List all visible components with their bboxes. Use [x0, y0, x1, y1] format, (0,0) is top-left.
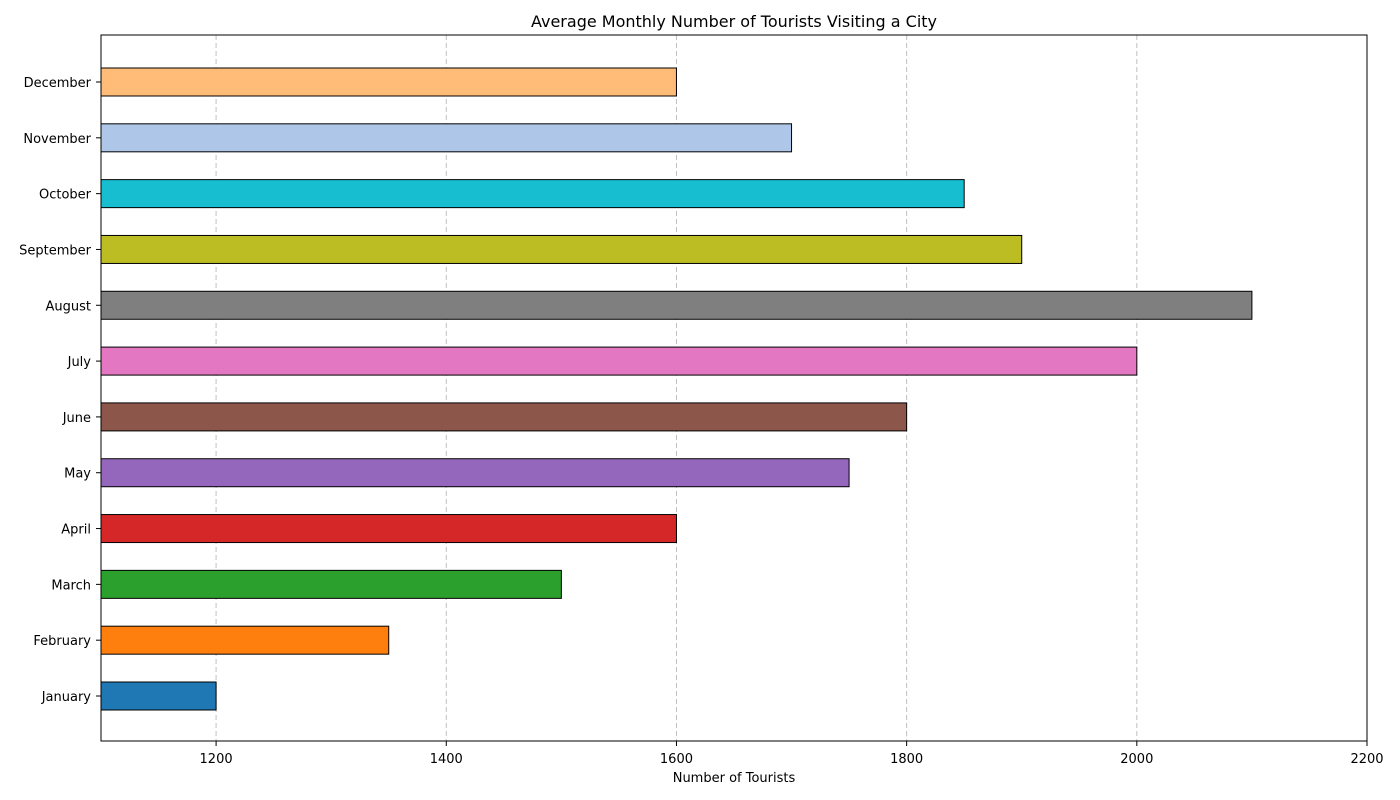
y-tick-label-august: August	[46, 299, 92, 314]
bar-august	[100, 290, 1253, 320]
y-tick-label-september: September	[19, 243, 92, 258]
y-tick-label-may: May	[64, 467, 91, 482]
bar-september	[100, 234, 1023, 264]
y-tick-label-october: October	[39, 188, 92, 203]
bar-february	[100, 625, 390, 655]
bar-may	[100, 458, 850, 488]
bar-april	[100, 514, 677, 544]
grid-lines	[215, 35, 1138, 741]
bar-november	[100, 123, 793, 153]
x-tick-label-1800: 1800	[890, 752, 923, 767]
bar-june	[100, 402, 908, 432]
y-tick-label-june: June	[62, 411, 91, 426]
x-tick-label-1200: 1200	[200, 752, 233, 767]
bars	[100, 67, 1253, 711]
y-tick-label-january: January	[41, 690, 92, 705]
x-tick-label-2200: 2200	[1350, 752, 1383, 767]
y-tick-label-april: April	[61, 523, 91, 538]
y-tick-label-december: December	[24, 76, 92, 91]
bar-january	[100, 681, 217, 711]
y-tick-label-march: March	[51, 578, 91, 593]
y-tick-label-july: July	[67, 355, 92, 370]
x-axis-label: Number of Tourists	[673, 771, 796, 786]
x-tick-label-2000: 2000	[1120, 752, 1153, 767]
x-tick-label-1400: 1400	[430, 752, 463, 767]
plot-frame	[100, 34, 1368, 742]
bar-october	[100, 179, 965, 209]
y-tick-label-november: November	[23, 132, 91, 147]
bar-july	[100, 346, 1138, 376]
y-tick-label-february: February	[33, 634, 91, 649]
chart-title: Average Monthly Number of Tourists Visit…	[531, 12, 937, 31]
x-axis-ticks: 1200 1400 1600 1800 2000 2200	[200, 741, 1384, 767]
bar-december	[100, 67, 677, 97]
bar-march	[100, 569, 562, 599]
x-tick-label-1600: 1600	[660, 752, 693, 767]
y-axis-ticks: January February March April May June July Augu…	[19, 76, 101, 705]
